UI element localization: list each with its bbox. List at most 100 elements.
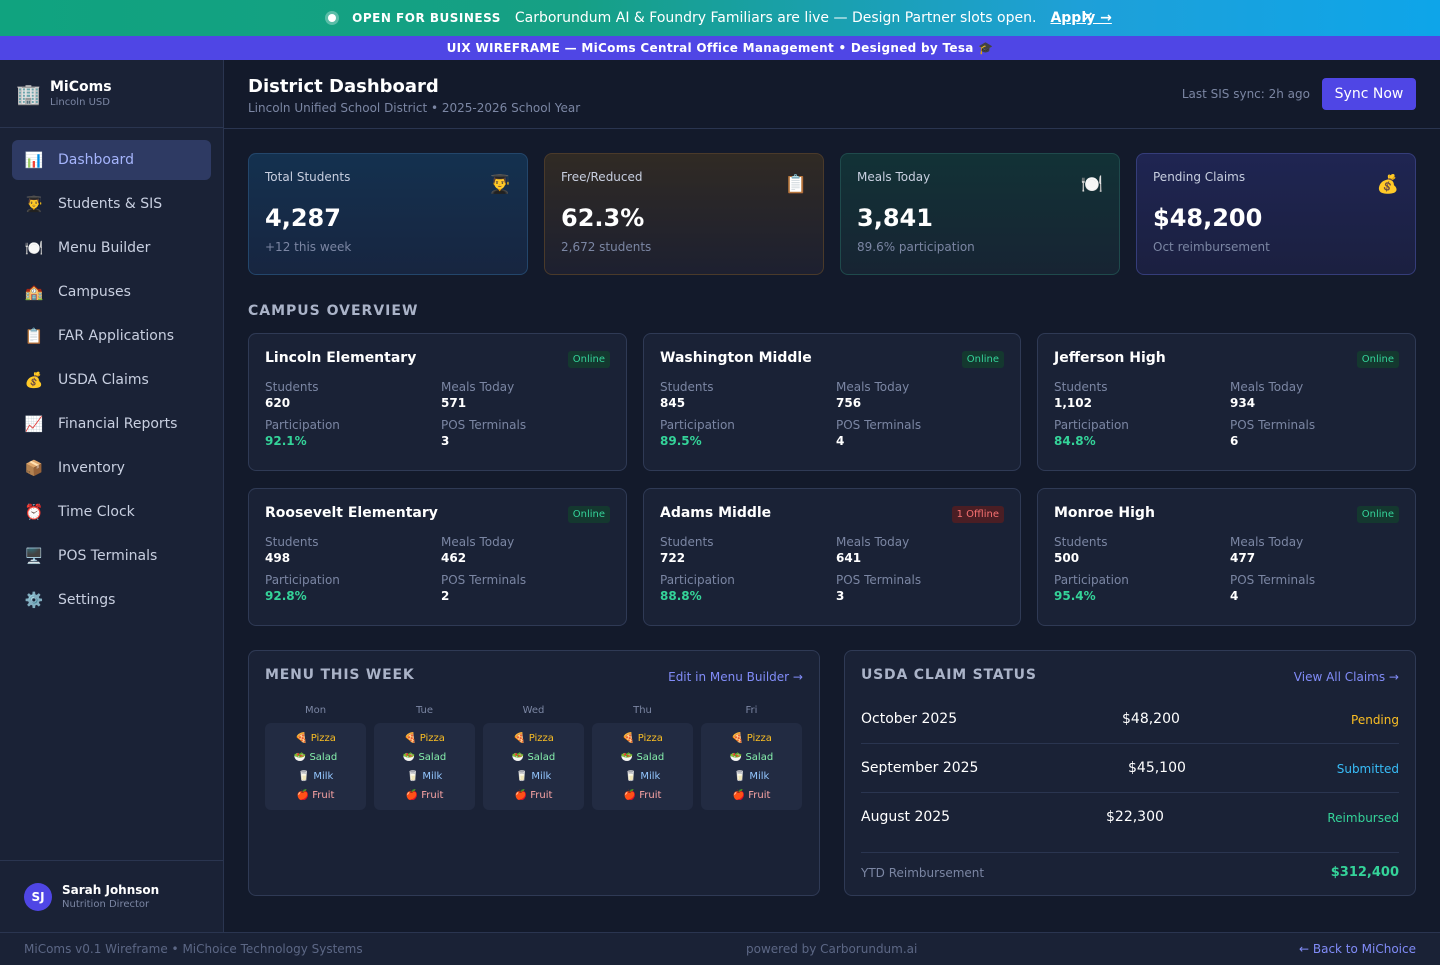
- ytd-value: $312,400: [1330, 865, 1399, 880]
- menu-day[interactable]: Thu 🍕 Pizza 🥗 Salad 🥛 Milk 🍎 Fruit: [592, 705, 693, 810]
- menu-item: 🍕 Pizza: [404, 733, 445, 744]
- claim-amount: $48,200: [1122, 711, 1180, 727]
- edit-menu-link[interactable]: Edit in Menu Builder →: [668, 670, 803, 684]
- campus-card[interactable]: Jefferson High Online Students 1,102 Meal…: [1037, 333, 1416, 471]
- campus-name: Monroe High: [1054, 505, 1155, 521]
- menu-day[interactable]: Wed 🍕 Pizza 🥗 Salad 🥛 Milk 🍎 Fruit: [483, 705, 584, 810]
- ytd-label: YTD Reimbursement: [861, 866, 985, 880]
- field-label: Meals Today: [441, 380, 515, 394]
- field-label: Meals Today: [1230, 535, 1304, 549]
- footer-powered-by: powered by Carborundum.ai: [746, 942, 918, 956]
- sidebar-item-settings[interactable]: ⚙️ Settings: [12, 580, 211, 620]
- sidebar-item-pos-terminals[interactable]: 🖥️ POS Terminals: [12, 536, 211, 576]
- field-label: Meals Today: [836, 380, 910, 394]
- field-label: POS Terminals: [836, 573, 922, 587]
- claim-status: Reimbursed: [1327, 811, 1399, 825]
- field-value-participation: 92.8%: [265, 589, 307, 603]
- field-label: Participation: [660, 573, 735, 587]
- menu-day[interactable]: Mon 🍕 Pizza 🥗 Salad 🥛 Milk 🍎 Fruit: [265, 705, 366, 810]
- building-icon: 🏢: [16, 81, 41, 106]
- menu-item: 🥗 Salad: [729, 752, 774, 763]
- package-icon: 📦: [24, 459, 44, 477]
- campus-card[interactable]: Lincoln Elementary Online Students 620 Me…: [248, 333, 627, 471]
- sidebar-item-menu-builder[interactable]: 🍽️ Menu Builder: [12, 228, 211, 268]
- status-badge: Online: [961, 351, 1004, 368]
- claim-row[interactable]: October 2025 $48,200 Pending: [861, 695, 1399, 744]
- field-value-meals: 756: [836, 396, 862, 410]
- banner-message: Carborundum AI & Foundry Familiars are l…: [514, 10, 1037, 26]
- sidebar-item-usda-claims[interactable]: 💰 USDA Claims: [12, 360, 211, 400]
- stat-card-pending-claims[interactable]: Pending Claims 💰 $48,200 Oct reimburseme…: [1136, 153, 1416, 275]
- student-icon: 👨‍🎓: [24, 195, 44, 213]
- view-all-claims-link[interactable]: View All Claims →: [1293, 670, 1399, 684]
- menu-day[interactable]: Fri 🍕 Pizza 🥗 Salad 🥛 Milk 🍎 Fruit: [701, 705, 802, 810]
- plate-icon: 🍽️: [1080, 174, 1103, 195]
- stat-card-meals-today[interactable]: Meals Today 🍽️ 3,841 89.6% participation: [840, 153, 1120, 275]
- field-label: Participation: [1054, 418, 1129, 432]
- stat-card-free-reduced[interactable]: Free/Reduced 📋 62.3% 2,672 students: [544, 153, 824, 275]
- status-badge: Online: [1356, 506, 1399, 523]
- stat-subtext: 2,672 students: [561, 240, 652, 254]
- field-label: Meals Today: [836, 535, 910, 549]
- stats-row: Total Students 👨‍🎓 4,287 +12 this week F…: [248, 153, 1416, 275]
- menu-item: 🍕 Pizza: [513, 733, 554, 744]
- claim-row[interactable]: August 2025 $22,300 Reimbursed: [861, 793, 1399, 842]
- claim-month: August 2025: [861, 809, 951, 825]
- field-value-meals: 641: [836, 551, 862, 565]
- menu-item: 🍎 Fruit: [514, 790, 553, 801]
- stat-subtext: +12 this week: [265, 240, 352, 254]
- sync-status: Last SIS sync: 2h ago: [1181, 87, 1310, 101]
- sync-now-button[interactable]: Sync Now: [1322, 78, 1416, 110]
- field-value-meals: 571: [441, 396, 467, 410]
- campus-name: Washington Middle: [660, 350, 812, 366]
- user-profile[interactable]: SJ Sarah Johnson Nutrition Director: [0, 860, 223, 932]
- field-value-participation: 84.8%: [1054, 434, 1096, 448]
- stat-value: 3,841: [857, 204, 933, 232]
- field-label: Participation: [265, 418, 340, 432]
- status-badge: 1 Offline: [951, 506, 1004, 523]
- banner-apply-link[interactable]: Apply →: [1050, 10, 1112, 26]
- sidebar-item-label: FAR Applications: [58, 328, 175, 344]
- campus-card[interactable]: Monroe High Online Students 500 Meals Tod…: [1037, 488, 1416, 626]
- field-label: Students: [660, 380, 714, 394]
- sidebar-item-label: Inventory: [58, 460, 125, 476]
- campus-card[interactable]: Adams Middle 1 Offline Students 722 Meals…: [643, 488, 1021, 626]
- close-icon[interactable]: ×: [1082, 9, 1094, 25]
- back-to-michoice-link[interactable]: ← Back to MiChoice: [1298, 942, 1416, 956]
- day-name: Thu: [633, 705, 652, 716]
- field-value-participation: 92.1%: [265, 434, 307, 448]
- sidebar-item-financial-reports[interactable]: 📈 Financial Reports: [12, 404, 211, 444]
- claim-status: Submitted: [1336, 762, 1399, 776]
- stat-card-total-students[interactable]: Total Students 👨‍🎓 4,287 +12 this week: [248, 153, 528, 275]
- sidebar-item-students[interactable]: 👨‍🎓 Students & SIS: [12, 184, 211, 224]
- campus-card[interactable]: Washington Middle Online Students 845 Mea…: [643, 333, 1021, 471]
- menu-day[interactable]: Tue 🍕 Pizza 🥗 Salad 🥛 Milk 🍎 Fruit: [374, 705, 475, 810]
- menu-item: 🥛 Milk: [297, 771, 334, 782]
- field-label: Meals Today: [1230, 380, 1304, 394]
- brand[interactable]: 🏢 MiComs Lincoln USD: [0, 60, 223, 128]
- sidebar-item-far-applications[interactable]: 📋 FAR Applications: [12, 316, 211, 356]
- sidebar-item-time-clock[interactable]: ⏰ Time Clock: [12, 492, 211, 532]
- main-content: Total Students 👨‍🎓 4,287 +12 this week F…: [248, 153, 1416, 896]
- menu-item: 🥗 Salad: [511, 752, 556, 763]
- menu-item: 🍕 Pizza: [622, 733, 663, 744]
- trend-chart-icon: 📈: [24, 415, 44, 433]
- field-label: POS Terminals: [1230, 418, 1316, 432]
- sidebar-item-campuses[interactable]: 🏫 Campuses: [12, 272, 211, 312]
- claim-row[interactable]: September 2025 $45,100 Submitted: [861, 744, 1399, 793]
- campus-card[interactable]: Roosevelt Elementary Online Students 498 …: [248, 488, 627, 626]
- sidebar-item-inventory[interactable]: 📦 Inventory: [12, 448, 211, 488]
- brand-name: MiComs: [50, 79, 112, 95]
- day-name: Fri: [745, 705, 758, 716]
- field-label: POS Terminals: [441, 573, 527, 587]
- status-dot-icon: [328, 14, 337, 22]
- sidebar-item-label: POS Terminals: [58, 548, 158, 564]
- field-value-meals: 462: [441, 551, 467, 565]
- field-value-participation: 88.8%: [660, 589, 702, 603]
- menu-item: 🍎 Fruit: [405, 790, 444, 801]
- field-label: POS Terminals: [1230, 573, 1316, 587]
- sidebar-item-dashboard[interactable]: 📊 Dashboard: [12, 140, 211, 180]
- page-header: District Dashboard Lincoln Unified Schoo…: [224, 60, 1440, 129]
- field-value-pos: 3: [836, 589, 845, 603]
- sidebar-item-label: Dashboard: [58, 152, 134, 168]
